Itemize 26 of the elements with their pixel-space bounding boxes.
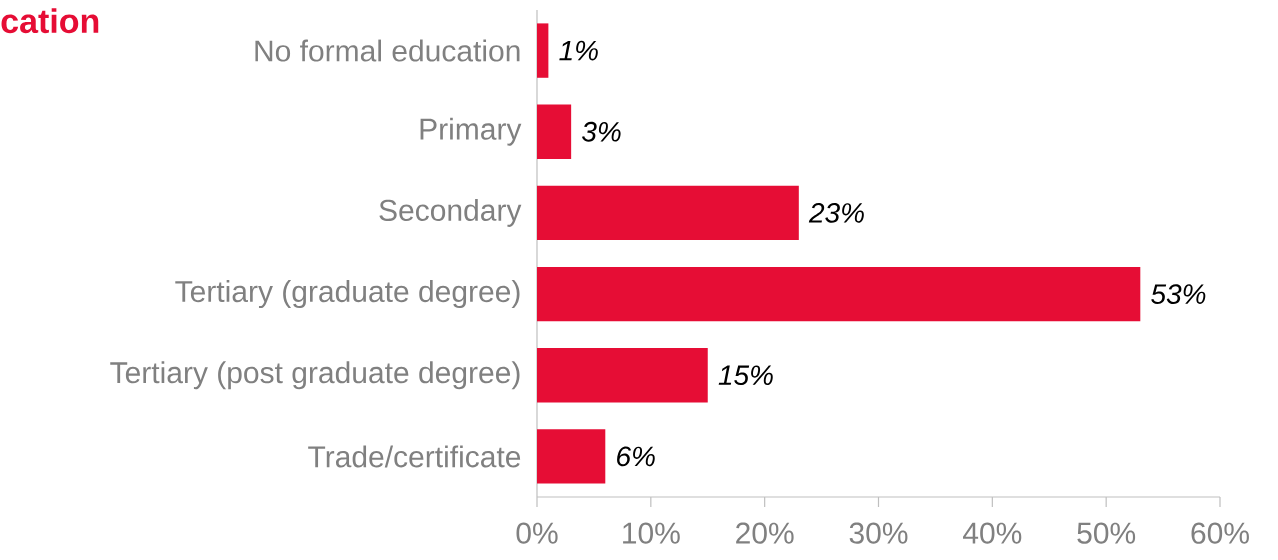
- x-tick-label: 50%: [1077, 522, 1136, 544]
- x-tick-label: 0%: [516, 522, 558, 544]
- data-label: 53%: [1151, 284, 1206, 304]
- bar: [537, 23, 549, 78]
- y-tick-label: Secondary: [379, 198, 522, 227]
- y-tick-label: Tertiary (post graduate degree): [110, 361, 520, 390]
- data-label: 23%: [808, 203, 864, 223]
- x-tick-label: 20%: [736, 522, 794, 544]
- bar: [537, 266, 1141, 322]
- bar: [537, 348, 708, 403]
- x-tick-label: 30%: [849, 522, 908, 544]
- text: cation: [1, 8, 99, 34]
- bar: [537, 429, 606, 484]
- x-tick-label: 60%: [1191, 522, 1249, 544]
- bar: [537, 185, 799, 241]
- data-label: 1%: [559, 40, 598, 61]
- y-tick-label: Tertiary (graduate degree): [175, 280, 520, 309]
- y-tick-label: No formal education: [255, 39, 520, 62]
- data-label: 15%: [718, 365, 773, 386]
- data-label: 3%: [582, 121, 621, 142]
- y-tick-label: Primary: [420, 117, 522, 146]
- x-tick-label: 40%: [963, 522, 1022, 544]
- x-tick-label: 10%: [623, 522, 680, 544]
- y-tick-label: Trade/certificate: [308, 445, 521, 468]
- bar: [537, 104, 572, 159]
- data-label: 6%: [617, 446, 655, 467]
